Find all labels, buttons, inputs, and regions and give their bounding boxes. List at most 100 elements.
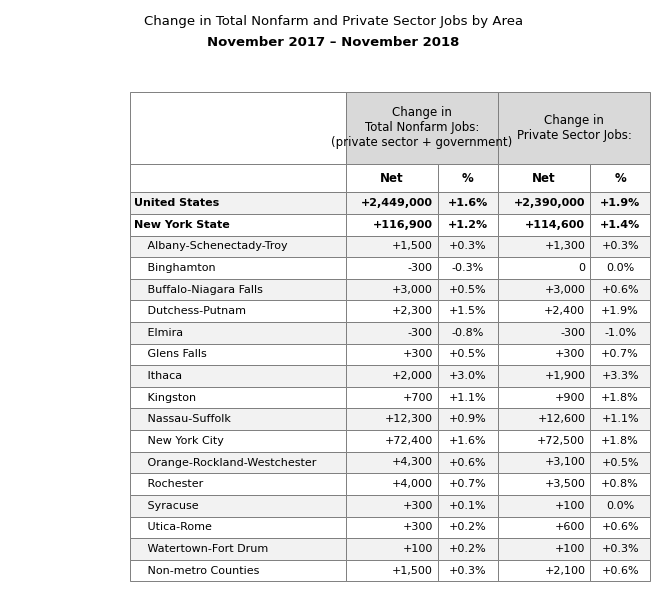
Text: +116,900: +116,900: [373, 220, 433, 230]
Bar: [590, 430, 650, 452]
Text: +0.6%: +0.6%: [449, 458, 487, 468]
Text: +2,400: +2,400: [544, 306, 586, 316]
Text: Net: Net: [380, 172, 404, 185]
Bar: [130, 192, 346, 214]
Bar: [438, 387, 498, 408]
Text: +114,600: +114,600: [526, 220, 586, 230]
Text: +1,300: +1,300: [544, 242, 586, 252]
Bar: [346, 164, 438, 192]
Text: +100: +100: [403, 544, 433, 554]
Text: +3.3%: +3.3%: [602, 371, 639, 381]
Text: %: %: [462, 172, 474, 185]
Bar: [346, 300, 438, 322]
Text: Kingston: Kingston: [137, 392, 196, 403]
Bar: [438, 214, 498, 236]
Text: +12,600: +12,600: [538, 414, 586, 424]
Text: +0.2%: +0.2%: [449, 544, 487, 554]
Bar: [346, 322, 438, 343]
Text: +0.1%: +0.1%: [449, 501, 487, 511]
Bar: [130, 92, 346, 164]
Text: +0.9%: +0.9%: [449, 414, 487, 424]
Text: +1,900: +1,900: [544, 371, 586, 381]
Bar: [346, 92, 498, 164]
Text: -300: -300: [408, 328, 433, 338]
Bar: [498, 452, 590, 474]
Text: +2,100: +2,100: [544, 565, 586, 575]
Text: Utica-Rome: Utica-Rome: [137, 522, 211, 532]
Text: +72,500: +72,500: [537, 436, 586, 446]
Text: Non-metro Counties: Non-metro Counties: [137, 565, 259, 575]
Bar: [346, 192, 438, 214]
Bar: [590, 236, 650, 257]
Text: Nassau-Suffolk: Nassau-Suffolk: [137, 414, 231, 424]
Bar: [346, 214, 438, 236]
Text: +3,000: +3,000: [392, 285, 433, 295]
Bar: [438, 495, 498, 516]
Text: 0: 0: [578, 263, 586, 273]
Text: Change in
Private Sector Jobs:: Change in Private Sector Jobs:: [517, 114, 632, 142]
Bar: [130, 257, 346, 279]
Bar: [130, 408, 346, 430]
Text: +1.9%: +1.9%: [600, 198, 640, 208]
Text: Watertown-Fort Drum: Watertown-Fort Drum: [137, 544, 268, 554]
Text: Rochester: Rochester: [137, 479, 203, 489]
Text: +0.7%: +0.7%: [601, 349, 639, 359]
Text: +1.8%: +1.8%: [601, 436, 639, 446]
Text: +2,449,000: +2,449,000: [361, 198, 433, 208]
Bar: [346, 474, 438, 495]
Bar: [590, 343, 650, 365]
Bar: [130, 279, 346, 301]
Text: +1.2%: +1.2%: [448, 220, 488, 230]
Bar: [498, 192, 590, 214]
Bar: [498, 430, 590, 452]
Bar: [130, 560, 346, 581]
Text: +0.3%: +0.3%: [449, 242, 487, 252]
Text: +12,300: +12,300: [385, 414, 433, 424]
Bar: [346, 538, 438, 560]
Bar: [130, 164, 346, 192]
Text: +1.6%: +1.6%: [448, 198, 488, 208]
Bar: [498, 300, 590, 322]
Text: +1.1%: +1.1%: [449, 392, 487, 403]
Text: +1,500: +1,500: [392, 565, 433, 575]
Text: Change in Total Nonfarm and Private Sector Jobs by Area: Change in Total Nonfarm and Private Sect…: [144, 15, 523, 28]
Bar: [590, 538, 650, 560]
Bar: [590, 560, 650, 581]
Text: +700: +700: [402, 392, 433, 403]
Text: +100: +100: [555, 501, 586, 511]
Text: +2,390,000: +2,390,000: [514, 198, 586, 208]
Bar: [438, 516, 498, 538]
Bar: [590, 300, 650, 322]
Text: Glens Falls: Glens Falls: [137, 349, 207, 359]
Text: %: %: [614, 172, 626, 185]
Text: +0.5%: +0.5%: [602, 458, 639, 468]
Bar: [590, 192, 650, 214]
Bar: [130, 495, 346, 516]
Bar: [590, 474, 650, 495]
Text: +0.8%: +0.8%: [601, 479, 639, 489]
Text: +300: +300: [555, 349, 586, 359]
Text: +0.6%: +0.6%: [602, 285, 639, 295]
Bar: [346, 452, 438, 474]
Text: +0.3%: +0.3%: [449, 565, 487, 575]
Bar: [438, 164, 498, 192]
Text: +0.5%: +0.5%: [449, 349, 487, 359]
Text: New York State: New York State: [134, 220, 230, 230]
Text: +1,500: +1,500: [392, 242, 433, 252]
Text: Change in
Total Nonfarm Jobs:
(private sector + government): Change in Total Nonfarm Jobs: (private s…: [331, 107, 512, 149]
Bar: [346, 236, 438, 257]
Bar: [498, 343, 590, 365]
Bar: [498, 92, 650, 164]
Text: Albany-Schenectady-Troy: Albany-Schenectady-Troy: [137, 242, 287, 252]
Text: -300: -300: [408, 263, 433, 273]
Bar: [346, 430, 438, 452]
Bar: [498, 279, 590, 301]
Bar: [346, 257, 438, 279]
Text: +1.5%: +1.5%: [449, 306, 487, 316]
Bar: [498, 257, 590, 279]
Bar: [590, 452, 650, 474]
Text: +0.2%: +0.2%: [449, 522, 487, 532]
Text: November 2017 – November 2018: November 2017 – November 2018: [207, 36, 460, 49]
Text: Elmira: Elmira: [137, 328, 183, 338]
Bar: [590, 164, 650, 192]
